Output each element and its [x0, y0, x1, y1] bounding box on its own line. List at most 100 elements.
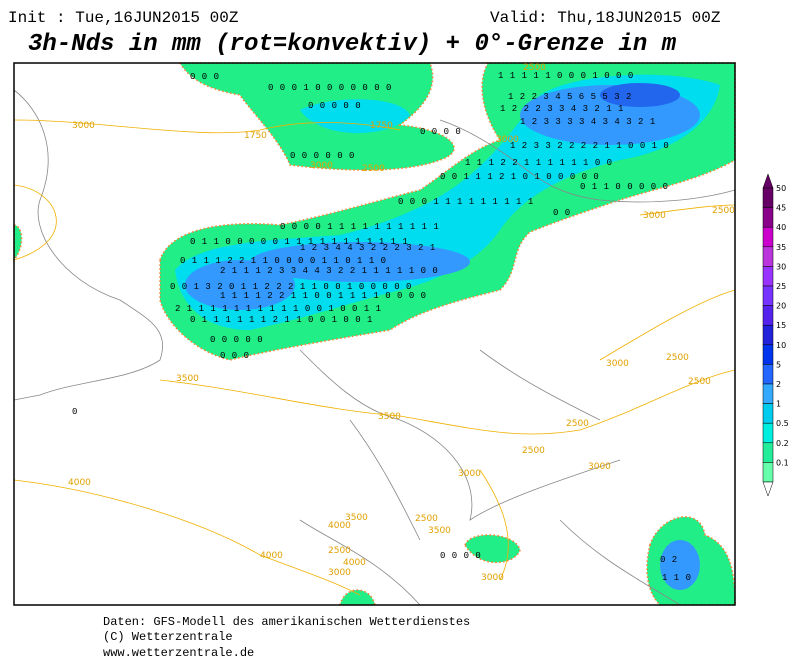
precip-area	[464, 534, 521, 564]
precip-area	[338, 589, 377, 606]
contour-label: 2500	[328, 546, 351, 556]
footer-line: Daten: GFS-Modell des amerikanischen Wet…	[103, 615, 470, 629]
legend-swatch	[762, 246, 774, 267]
coastline	[13, 89, 163, 401]
contour-label: 2500	[522, 446, 545, 456]
legend-label: 0.2	[776, 439, 789, 448]
contour-label: 3000	[481, 573, 504, 583]
legend-swatch	[762, 364, 774, 385]
precip-values: 0 0 0 0 0	[308, 101, 361, 111]
precip-values: 0	[72, 407, 78, 417]
legend-label: 15	[776, 321, 786, 330]
contour-label: 3000	[496, 135, 519, 145]
precip-values: 1 1 0	[662, 573, 692, 583]
precip-area	[600, 83, 680, 107]
contour-label: 4000	[343, 558, 366, 568]
contour-label: 2500	[688, 377, 711, 387]
legend-swatch	[762, 344, 774, 365]
legend-swatch	[762, 285, 774, 306]
precip-values: 0 1 1 1 1 1 1 2 1 1 0 0 1 0 0 1	[190, 315, 373, 325]
contour-label: 2500	[523, 63, 546, 73]
legend-swatch	[762, 207, 774, 228]
legend-label: 1	[776, 400, 781, 409]
contour-label: 2500	[566, 419, 589, 429]
legend-swatch	[762, 187, 774, 208]
color-legend: 50 45 40 35 30 25 20 15 10 5 2 1 0.5 0.2 0.1	[762, 173, 789, 497]
contour-label: 1750	[370, 121, 393, 131]
precip-values: 0 1 1 0 0 0 0 0 1 1 1 1 1 1 1 1 1 1 1	[190, 237, 408, 247]
contour-label: 3000	[458, 469, 481, 479]
legend-label: 2	[776, 380, 781, 389]
precip-values: 1 1 1 1 1 0 0 0 1 0 0 0	[498, 71, 634, 81]
precip-values: 1 1 1 2 2 1 1 1 1 1 1 0 0	[465, 158, 613, 168]
precip-values: 0 0	[553, 208, 571, 218]
legend-label: 30	[776, 262, 786, 271]
contour-label: 1750	[244, 131, 267, 141]
contour-label: 2500	[666, 353, 689, 363]
border	[299, 349, 621, 541]
legend-swatch	[762, 403, 774, 424]
legend-label: 25	[776, 282, 786, 291]
coastline	[299, 519, 681, 606]
contour-label: 3000	[588, 462, 611, 472]
precip-values: 0 2	[660, 555, 678, 565]
contour-label: 3500	[345, 513, 368, 523]
precip-values: 0 0 0 1 0 0 0 0 0 0 0	[268, 83, 392, 93]
precip-values: 0 0 1 3 2 0 1 1 2 2 2 1 1 0 0 1 0 0 0 0 …	[170, 282, 412, 292]
contour-label: 3000	[72, 121, 95, 131]
precip-values: 0 0 1 1 1 2 1 0 1 0 0 0 0 0	[440, 172, 599, 182]
legend-swatch	[762, 226, 774, 248]
map-area: 3000 1750 1750 3000 2500 3000 3000 2500 …	[13, 62, 736, 606]
precip-area	[660, 540, 700, 590]
footer-line: (C) Wetterzentrale	[103, 630, 233, 644]
precip-values: 0 0 0	[190, 72, 220, 82]
precip-values: 1 2 3 3 2 2 2 2 1 1 0 0 1 0	[510, 141, 669, 151]
legend-label: 20	[776, 302, 786, 311]
precip-values: 2 1 1 1 2 3 3 4 4 3 2 2 1 1 1 1 1 0 0	[220, 266, 438, 276]
contour-label: 2500	[712, 206, 735, 216]
legend-label: 45	[776, 204, 786, 213]
map-frame	[13, 62, 736, 606]
contour-label: 2500	[415, 514, 438, 524]
contour-label: 2500	[362, 164, 385, 174]
precip-values: 2 1 1 1 1 1 1 1 1 1 1 0 0 1 0 0 1 1	[175, 304, 382, 314]
legend-cap	[762, 173, 774, 189]
precip-values: 0 0 0	[220, 351, 250, 361]
precip-area	[300, 99, 410, 134]
precip-values: 1 1 1 1 2 2 1 1 0 0 1 1 1 1 0 0 0 0	[220, 291, 427, 301]
valid-time: Valid: Thu,18JUN2015 00Z	[490, 9, 721, 27]
contour-label: 3000	[310, 161, 333, 171]
footer-line: www.wetterzentrale.de	[103, 646, 254, 660]
contour-label: 3000	[328, 568, 351, 578]
contour-label: 3500	[428, 526, 451, 536]
precip-values: 1 2 3 3 3 3 4 3 4 3 2 1	[520, 117, 656, 127]
contour-label: 3500	[176, 374, 199, 384]
init-time: Init : Tue,16JUN2015 00Z	[8, 9, 239, 27]
coastline	[439, 119, 736, 203]
map-title: 3h-Nds in mm (rot=konvektiv) + 0°-Grenze…	[28, 31, 677, 58]
legend-label: 10	[776, 341, 786, 350]
legend-label: 40	[776, 223, 786, 232]
precip-values: 0 0 0 0 0	[210, 335, 263, 345]
legend-swatch	[762, 305, 774, 326]
precip-values: 0 1 1 0 0 0 0 0	[580, 182, 669, 192]
contour-label: 4000	[68, 478, 91, 488]
contour-label: 3500	[378, 412, 401, 422]
precip-values: 1 2 2 2 3 3 4 3 2 1 1	[500, 104, 624, 114]
precip-values: 0 0 0 0	[440, 551, 481, 561]
precip-values: 0 0 0 0 1 1 1 1 1 1 1 1 1 1	[280, 222, 439, 232]
precip-values: 0 1 1 1 2 2 1 1 0 0 0 0 1 1 0 1 1 0	[180, 256, 387, 266]
legend-swatch	[762, 266, 774, 287]
legend-label: 5	[776, 360, 781, 369]
contour-label: 3000	[606, 359, 629, 369]
precip-values: 0 0 0 0	[420, 127, 461, 137]
precip-values: 1 2 3 4 4 3 2 2 2 3 2 1	[300, 243, 436, 253]
freezing-level-contour	[13, 119, 736, 596]
legend-swatch	[762, 442, 774, 463]
precip-values: 0 0 0 1 1 1 1 1 1 1 1 1	[398, 197, 534, 207]
legend-label: 0.5	[776, 419, 789, 428]
legend-swatch	[762, 422, 774, 444]
legend-cap	[762, 481, 774, 497]
precip-values: 0 0 0 0 0 0	[290, 151, 355, 161]
